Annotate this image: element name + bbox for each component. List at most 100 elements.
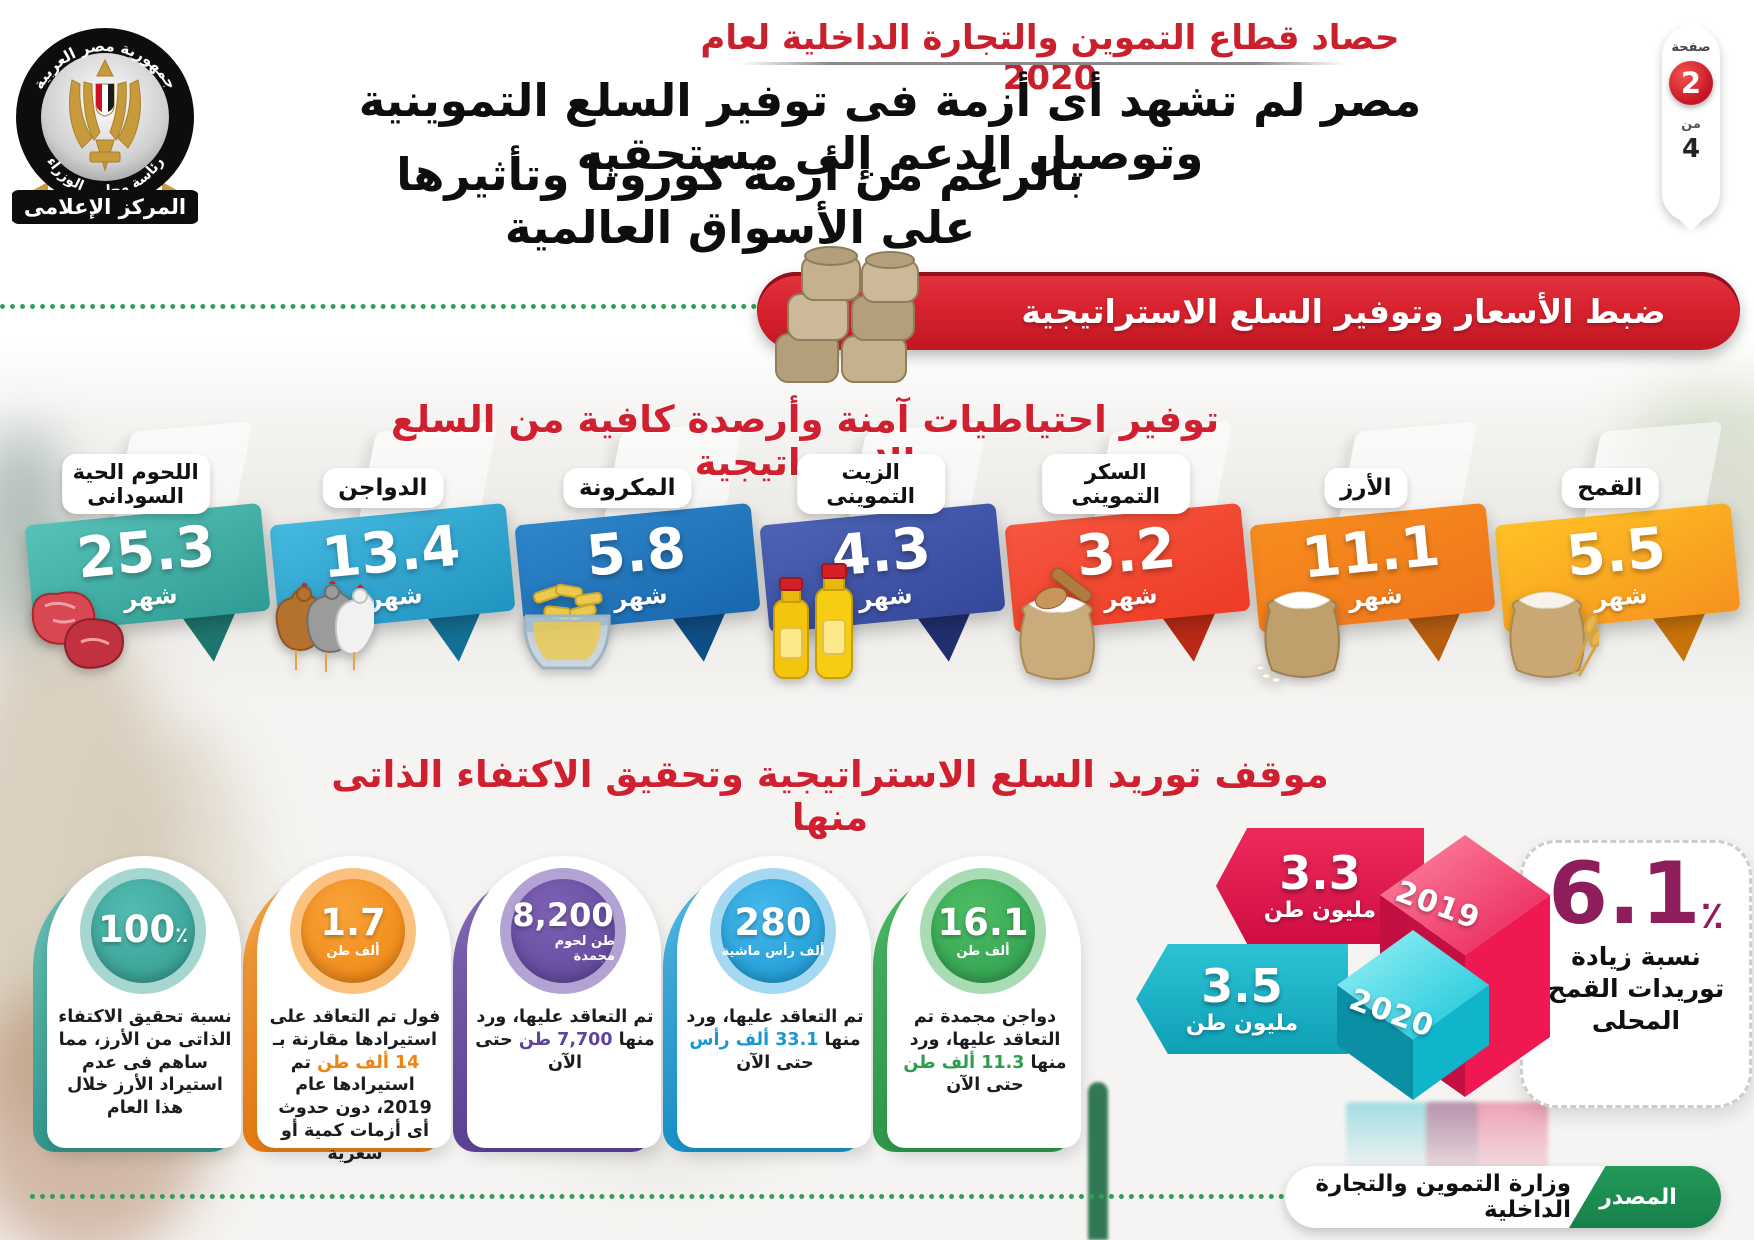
card-text-highlight: 33.1 ألف رأس: [689, 1029, 819, 1050]
supply-card-livestock: 280 ألف رأس ماشية تم التعاقد عليها، ورد …: [663, 856, 871, 1156]
card-description: نسبة تحقيق الاكتفاء الذاتى من الأرز، مما…: [55, 1006, 235, 1120]
wheat-supply-3d-bars: [1337, 835, 1550, 1100]
card-text-highlight: 7,700 طن: [518, 1029, 613, 1050]
card-text-before: نسبة تحقيق الاكتفاء الذاتى من الأرز، مما…: [58, 1007, 232, 1118]
card-value-disc: 1.7 ألف طن: [301, 879, 405, 983]
supply-card-rice-self-sufficiency: 100٪ نسبة تحقيق الاكتفاء الذاتى من الأرز…: [33, 856, 241, 1156]
wheat-2020-value: 3.5: [1201, 958, 1283, 1013]
card-value-disc: 8,200 طن لحوم مجمدة: [511, 879, 615, 983]
increase-value: 6.1: [1548, 844, 1701, 944]
wheat-increase-panel: 6.1 ٪ نسبة زيادة توريدات القمح المحلى: [1520, 840, 1752, 1108]
chickens-icon: [275, 580, 374, 672]
logo-ribbon: [12, 190, 198, 224]
card-text-before: دواجن مجمدة تم التعاقد عليها، ورد منها: [909, 1007, 1067, 1073]
page-of-label: من: [1681, 117, 1701, 132]
source-pill: وزارة التموين والتجارة الداخلية المصدر: [1285, 1166, 1721, 1228]
supply-card-fava-beans: 1.7 ألف طن فول تم التعاقد على استيرادها …: [243, 856, 451, 1164]
card-text-before: تم التعاقد عليها، ورد منها: [686, 1007, 864, 1050]
card-value-disc: 100٪: [91, 879, 195, 983]
card-text-after: حتى الآن: [736, 1052, 814, 1073]
card-unit: ألف طن: [326, 943, 380, 959]
reserve-unit: شهر: [611, 580, 669, 614]
percent-sign: ٪: [175, 923, 189, 947]
page-label: صفحة: [1671, 40, 1711, 55]
pasta-bowl-icon: [523, 583, 611, 670]
card-text-highlight: 14 ألف طن: [317, 1052, 420, 1073]
percent-sign: ٪: [1700, 893, 1724, 937]
wheat-2019-arrow: 3.3 مليون طن: [1216, 828, 1424, 944]
reserve-label: الزيت التموينى: [796, 454, 945, 515]
wheat-2019-value: 3.3: [1279, 845, 1361, 900]
reserve-item-meat: 25.3 شهر اللحوم الحية السودانى: [24, 421, 271, 712]
card-value: 8,200: [512, 895, 614, 934]
card-value: 280: [734, 900, 812, 944]
source-label: المصدر: [1599, 1184, 1677, 1210]
card-text-after: حتى الآن: [946, 1075, 1024, 1096]
oil-bottles-icon: [773, 563, 853, 679]
card-text-highlight: 11.3 ألف طن: [903, 1052, 1025, 1073]
reserve-unit: شهر: [1101, 580, 1159, 614]
reserve-item-pasta: 5.8 شهر المكرونة: [514, 421, 761, 712]
card-value: 1.7: [320, 900, 386, 944]
card-unit: ألف طن: [956, 943, 1010, 959]
bar-2020-cube: [1337, 930, 1489, 1100]
card-value-circle: 100٪: [80, 868, 206, 994]
page-total: 4: [1681, 134, 1701, 164]
page-number-badge: صفحة 2 من 4: [1662, 26, 1720, 222]
card-value-circle: 1.7 ألف طن: [290, 868, 416, 994]
reserve-unit: شهر: [1346, 580, 1404, 614]
report-kicker: حصاد قطاع التموين والتجارة الداخلية لعام…: [700, 18, 1400, 98]
card-description: دواجن مجمدة تم التعاقد عليها، ورد منها 1…: [895, 1006, 1075, 1097]
card-value-disc: 16.1 ألف طن: [931, 879, 1035, 983]
raw-meat-icon: [31, 591, 125, 669]
section-banner-text: ضبط الأسعار وتوفير السلع الاستراتيجية: [1021, 291, 1666, 331]
section-banner: ضبط الأسعار وتوفير السلع الاستراتيجية: [757, 272, 1740, 350]
reserve-item-rice: 11.1 شهر الأرز: [1249, 421, 1496, 712]
reserve-label: السكر التموينى: [1041, 454, 1190, 515]
card-description: تم التعاقد عليها، ورد منها 7,700 طن حتى …: [475, 1006, 655, 1074]
headline-line2: بالرغم من أزمة كورونا وتأثيرها على الأسو…: [396, 148, 1084, 254]
bg-green-shelf-edge: [1088, 1082, 1108, 1240]
card-value: 100٪: [97, 908, 189, 951]
wheat-sack-icon: [1509, 591, 1599, 678]
source-label-cap: المصدر: [1569, 1166, 1721, 1228]
card-value-circle: 8,200 طن لحوم مجمدة: [500, 868, 626, 994]
card-value-disc: 280 ألف رأس ماشية: [721, 879, 825, 983]
grain-sacks-icon: [775, 246, 919, 383]
card-value-circle: 280 ألف رأس ماشية: [710, 868, 836, 994]
reserve-item-poultry: 13.4 شهر الدواجن: [269, 421, 516, 712]
kicker-divider: [740, 62, 1346, 65]
supply-card-frozen-meat: 8,200 طن لحوم مجمدة تم التعاقد عليها، ور…: [453, 856, 661, 1156]
card-unit: ألف رأس ماشية: [721, 943, 825, 959]
flag-shield-icon: [95, 83, 115, 117]
supply-section-title: موقف توريد السلع الاستراتيجية وتحقيق الا…: [331, 753, 1329, 839]
reserve-label: الدواجن: [322, 468, 444, 508]
bar-2020-reflection: [1346, 1102, 1478, 1174]
eagle-of-saladin-icon: [69, 58, 141, 172]
logo-ribbon-text: المركز الإعلامى: [24, 195, 186, 219]
rice-sack-icon: [1255, 591, 1340, 683]
card-text-before: فول تم التعاقد على استيرادها مقارنة بـ: [269, 1007, 441, 1050]
reserve-label: المكرونة: [562, 468, 692, 508]
sugar-sack-icon: [1019, 567, 1095, 680]
reserve-item-oil: 4.3 شهر الزيت التموينى: [759, 421, 1006, 712]
banner-dotted-line: [0, 304, 757, 309]
card-text-after: تم استيرادها عام 2019، دون حدوث أى أزمات…: [278, 1052, 432, 1164]
card-description: تم التعاقد عليها، ورد منها 33.1 ألف رأس …: [685, 1006, 865, 1074]
reserve-unit: شهر: [366, 580, 424, 614]
reserve-item-wheat: 5.5 شهر القمح: [1494, 421, 1741, 712]
reserve-unit: شهر: [121, 580, 179, 614]
cabinet-media-center-logo: جمهورية مصر العربية رئاسة مجلس الوزراء ا…: [12, 28, 198, 224]
card-description: فول تم التعاقد على استيرادها مقارنة بـ 1…: [265, 1006, 445, 1165]
wheat-2019-unit: مليون طن: [1263, 897, 1377, 923]
card-value-circle: 16.1 ألف طن: [920, 868, 1046, 994]
reserve-item-sugar: 3.2 شهر السكر التموينى: [1004, 421, 1251, 712]
card-text-before: تم التعاقد عليها، ورد منها: [476, 1007, 655, 1050]
headline-line1: مصر لم تشهد أى أزمة فى توفير السلع التمو…: [358, 74, 1422, 180]
card-text-after: حتى الآن: [475, 1029, 582, 1073]
reserve-label: الأرز: [1324, 468, 1408, 508]
reserve-unit: شهر: [856, 580, 914, 614]
increase-caption: نسبة زيادة توريدات القمح المحلى: [1547, 942, 1725, 1035]
wheat-2020-unit: مليون طن: [1185, 1010, 1299, 1036]
